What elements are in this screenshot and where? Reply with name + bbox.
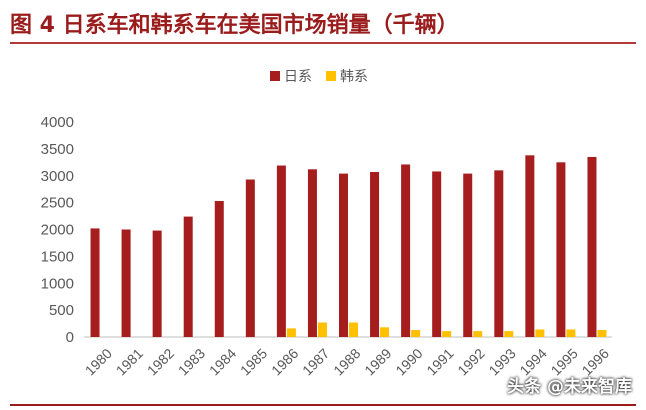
bar-korea-1993 bbox=[504, 331, 514, 337]
bar-japan-1982 bbox=[152, 230, 162, 337]
x-tick-label: 1981 bbox=[113, 345, 146, 378]
x-tick-label: 1988 bbox=[330, 345, 363, 378]
bar-korea-1991 bbox=[442, 331, 452, 337]
bar-japan-1986 bbox=[276, 165, 286, 337]
bar-japan-1990 bbox=[401, 164, 411, 337]
title-divider bbox=[10, 42, 636, 44]
y-tick-label: 2500 bbox=[41, 195, 74, 212]
bar-japan-1994 bbox=[525, 155, 535, 337]
x-tick-label: 1990 bbox=[392, 345, 425, 378]
x-tick-label: 1985 bbox=[237, 345, 270, 378]
bar-japan-1989 bbox=[370, 171, 380, 337]
y-tick-label: 2000 bbox=[41, 222, 74, 239]
x-tick-label: 1983 bbox=[175, 345, 208, 378]
figure-title: 图 4 日系车和韩系车在美国市场销量（千辆） bbox=[10, 13, 459, 38]
bottom-divider bbox=[10, 404, 636, 406]
legend-label-japan: 日系 bbox=[284, 69, 312, 85]
y-tick-label: 1000 bbox=[41, 275, 74, 292]
bar-japan-1993 bbox=[494, 170, 504, 337]
x-tick-label: 1989 bbox=[361, 345, 394, 378]
legend-item-korea: 韩系 bbox=[326, 66, 368, 86]
x-tick-label: 1992 bbox=[454, 345, 487, 378]
bar-japan-1980 bbox=[90, 228, 100, 337]
bar-korea-1986 bbox=[286, 328, 296, 337]
bar-japan-1992 bbox=[463, 173, 473, 337]
bar-korea-1995 bbox=[566, 329, 576, 337]
legend-item-japan: 日系 bbox=[270, 66, 312, 86]
bar-korea-1987 bbox=[317, 322, 327, 337]
bar-korea-1990 bbox=[411, 330, 421, 337]
bar-japan-1991 bbox=[432, 171, 442, 337]
bar-korea-1988 bbox=[349, 322, 358, 337]
bar-japan-1996 bbox=[587, 156, 597, 337]
bar-japan-1981 bbox=[121, 229, 131, 337]
y-tick-label: 1500 bbox=[41, 248, 74, 265]
legend-label-korea: 韩系 bbox=[340, 69, 368, 85]
x-tick-label: 1984 bbox=[206, 345, 239, 378]
x-tick-label: 1986 bbox=[268, 345, 301, 378]
bar-korea-1994 bbox=[535, 329, 545, 337]
x-tick-label: 1980 bbox=[82, 345, 115, 378]
legend-swatch-japan bbox=[270, 71, 280, 81]
watermark: 头条 @未来智库 bbox=[507, 377, 632, 397]
y-tick-label: 0 bbox=[66, 329, 74, 346]
bar-japan-1987 bbox=[307, 169, 317, 337]
y-tick-label: 4000 bbox=[41, 114, 74, 131]
y-tick-label: 3500 bbox=[41, 141, 74, 158]
bar-japan-1988 bbox=[339, 173, 348, 337]
x-tick-label: 1987 bbox=[299, 345, 332, 378]
bar-japan-1985 bbox=[245, 179, 255, 337]
bar-japan-1995 bbox=[556, 162, 566, 337]
bar-japan-1983 bbox=[183, 216, 193, 337]
x-tick-label: 1991 bbox=[423, 345, 456, 378]
legend-swatch-korea bbox=[326, 71, 336, 81]
y-tick-label: 500 bbox=[49, 302, 74, 319]
y-tick-label: 3000 bbox=[41, 168, 74, 185]
x-tick-label: 1982 bbox=[144, 345, 177, 378]
bar-korea-1996 bbox=[597, 330, 607, 337]
bar-korea-1992 bbox=[473, 331, 483, 337]
bar-korea-1989 bbox=[380, 327, 390, 337]
chart-legend: 日系 韩系 bbox=[270, 66, 368, 86]
bar-japan-1984 bbox=[214, 201, 224, 337]
